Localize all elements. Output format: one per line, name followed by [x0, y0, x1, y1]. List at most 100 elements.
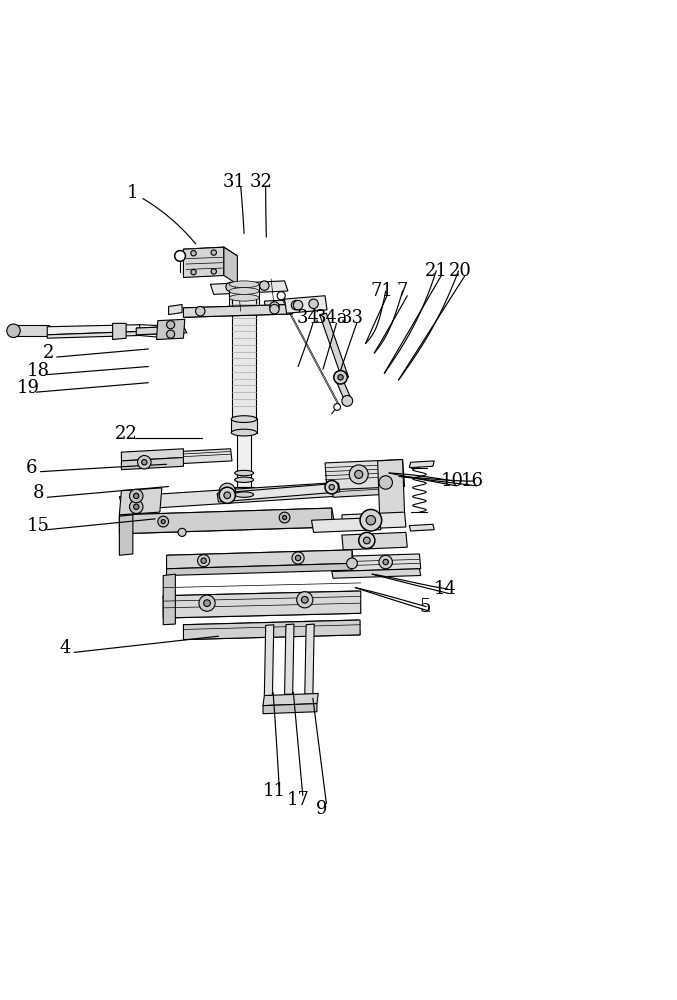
Polygon shape	[169, 304, 182, 315]
Circle shape	[301, 596, 308, 603]
Polygon shape	[14, 325, 49, 336]
Polygon shape	[211, 281, 288, 294]
Text: 33: 33	[341, 309, 364, 327]
Circle shape	[196, 306, 205, 316]
Circle shape	[226, 282, 236, 292]
Circle shape	[295, 555, 301, 561]
Circle shape	[161, 520, 165, 524]
Ellipse shape	[232, 429, 257, 436]
Circle shape	[366, 516, 376, 525]
Circle shape	[141, 460, 147, 465]
Text: 22: 22	[114, 425, 137, 443]
Text: 7: 7	[397, 282, 408, 300]
Circle shape	[219, 487, 236, 503]
Polygon shape	[119, 480, 383, 510]
Circle shape	[224, 492, 231, 499]
Polygon shape	[136, 326, 183, 335]
Polygon shape	[378, 460, 405, 515]
Polygon shape	[332, 484, 380, 497]
Text: 31: 31	[223, 173, 246, 191]
Polygon shape	[224, 247, 238, 284]
Circle shape	[279, 512, 290, 523]
Polygon shape	[284, 624, 294, 694]
Polygon shape	[156, 319, 185, 340]
Polygon shape	[163, 591, 361, 618]
Circle shape	[133, 504, 139, 509]
Polygon shape	[235, 487, 254, 495]
Text: 2: 2	[43, 344, 54, 362]
Polygon shape	[47, 331, 139, 338]
Text: 34: 34	[297, 309, 320, 327]
Polygon shape	[264, 299, 307, 313]
Circle shape	[204, 600, 211, 607]
Text: 14: 14	[433, 580, 456, 598]
Polygon shape	[342, 512, 406, 530]
Circle shape	[277, 292, 285, 300]
Text: 20: 20	[448, 262, 471, 280]
Polygon shape	[167, 550, 353, 569]
Circle shape	[269, 302, 279, 311]
Circle shape	[199, 595, 215, 611]
Polygon shape	[167, 563, 352, 576]
Ellipse shape	[230, 281, 259, 288]
Text: 34a: 34a	[315, 309, 349, 327]
Circle shape	[292, 552, 304, 564]
Polygon shape	[410, 461, 434, 468]
Circle shape	[175, 251, 185, 261]
Polygon shape	[183, 620, 360, 640]
Circle shape	[167, 330, 175, 338]
Polygon shape	[47, 325, 139, 335]
Polygon shape	[284, 296, 327, 313]
Text: 17: 17	[286, 791, 309, 809]
Polygon shape	[320, 313, 349, 379]
Circle shape	[211, 269, 217, 274]
Text: 11: 11	[263, 782, 286, 800]
Circle shape	[334, 404, 341, 410]
Ellipse shape	[235, 492, 254, 497]
Circle shape	[129, 500, 143, 513]
Polygon shape	[119, 508, 332, 534]
Polygon shape	[325, 460, 405, 490]
Ellipse shape	[230, 294, 259, 301]
Polygon shape	[332, 554, 420, 571]
Circle shape	[309, 299, 318, 309]
Text: 6: 6	[26, 459, 37, 477]
Circle shape	[383, 559, 389, 565]
Circle shape	[342, 395, 353, 406]
Text: 10: 10	[440, 472, 463, 490]
Polygon shape	[263, 704, 317, 714]
Text: 21: 21	[425, 262, 447, 280]
Circle shape	[167, 321, 175, 329]
Circle shape	[379, 555, 393, 569]
Polygon shape	[121, 458, 183, 470]
Polygon shape	[332, 569, 420, 578]
Circle shape	[137, 456, 151, 469]
Polygon shape	[167, 550, 352, 569]
Polygon shape	[183, 620, 360, 640]
Circle shape	[379, 476, 393, 489]
Polygon shape	[183, 247, 238, 257]
Polygon shape	[232, 418, 257, 433]
Circle shape	[282, 516, 286, 520]
Circle shape	[359, 532, 375, 549]
Circle shape	[191, 269, 196, 275]
Circle shape	[347, 558, 357, 569]
Polygon shape	[180, 449, 232, 464]
Text: 71: 71	[371, 282, 394, 300]
Ellipse shape	[235, 470, 254, 476]
Circle shape	[133, 493, 139, 499]
Polygon shape	[335, 377, 352, 402]
Text: 18: 18	[27, 362, 50, 380]
Polygon shape	[163, 574, 175, 625]
Circle shape	[211, 250, 217, 255]
Polygon shape	[119, 515, 133, 555]
Circle shape	[129, 489, 143, 503]
Circle shape	[291, 300, 301, 310]
Ellipse shape	[235, 477, 254, 482]
Circle shape	[224, 488, 231, 495]
Circle shape	[364, 537, 370, 544]
Polygon shape	[232, 298, 257, 419]
Polygon shape	[112, 323, 126, 340]
Polygon shape	[163, 591, 361, 618]
Polygon shape	[230, 284, 259, 313]
